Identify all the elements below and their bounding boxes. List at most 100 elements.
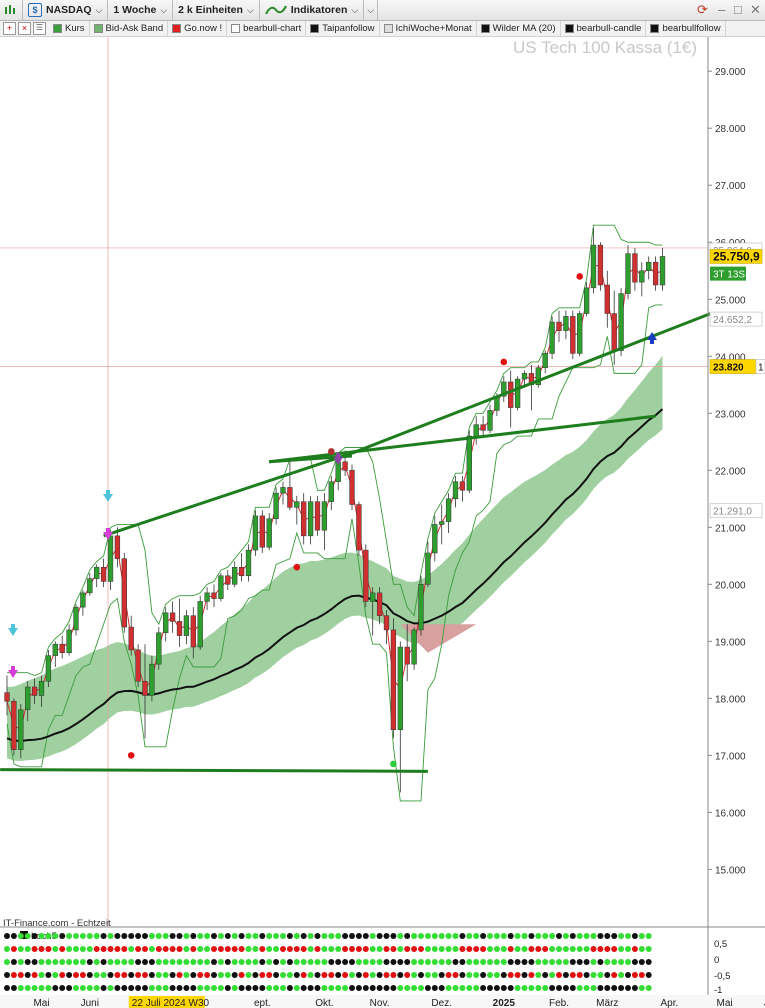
settings-icon[interactable]: ☰ <box>33 22 46 35</box>
close-icon[interactable]: ✕ <box>750 2 761 17</box>
signal-dot <box>273 959 280 965</box>
signal-dot <box>204 972 211 978</box>
legend-label: Wilder MA (20) <box>492 23 556 34</box>
candle-body <box>445 498 452 522</box>
signal-dot <box>252 946 259 952</box>
signal-dot <box>424 959 431 965</box>
signal-dot <box>611 946 618 952</box>
symbol-selector[interactable]: $ NASDAQ ⌵ <box>23 0 109 20</box>
signal-dot <box>197 985 204 991</box>
legend-label: bearbull-candle <box>576 23 642 34</box>
signal-dot <box>321 946 328 952</box>
signal-dot <box>369 933 376 939</box>
signal-dot <box>549 972 556 978</box>
signal-dot <box>576 972 583 978</box>
signal-dot <box>459 959 466 965</box>
candle-body <box>370 592 376 602</box>
signal-dot <box>562 959 569 965</box>
legend-item[interactable]: Bid-Ask Band <box>90 21 169 36</box>
legend-item[interactable]: bearbull-chart <box>227 21 307 36</box>
suffix-text: 1 <box>758 363 764 374</box>
interval-selector[interactable]: 1 Woche ⌵ <box>108 0 174 20</box>
remove-indicator-icon[interactable]: × <box>18 22 31 35</box>
legend-item[interactable]: Wilder MA (20) <box>477 21 561 36</box>
signal-dot <box>466 972 473 978</box>
candle-body <box>245 549 252 577</box>
signal-dot <box>293 959 300 965</box>
signal-dot <box>355 933 362 939</box>
signal-dot <box>493 985 500 991</box>
signal-dot <box>286 959 293 965</box>
legend-item[interactable]: Go.now ! <box>168 21 228 36</box>
purple-arrow-icon <box>333 452 344 465</box>
signal-dot <box>17 946 24 952</box>
signal-dot <box>183 972 190 978</box>
signal-dot <box>493 946 500 952</box>
candle-body <box>156 632 162 665</box>
signal-dot <box>211 933 217 939</box>
signal-dot <box>211 959 217 965</box>
signal-dot <box>79 959 86 965</box>
extra-dropdown[interactable]: ⌵ <box>364 0 379 20</box>
candle-body <box>307 501 314 537</box>
signal-dot <box>480 933 487 939</box>
signal-dot <box>142 985 148 991</box>
x-axis-label-text: ept. <box>254 998 271 1008</box>
signal-dot <box>45 972 52 978</box>
signal-dot <box>86 972 93 978</box>
signal-dot <box>162 959 169 965</box>
legend-item[interactable]: Kurs <box>49 21 90 36</box>
signal-dot <box>183 985 190 991</box>
signal-dot <box>383 985 390 991</box>
signal-dot <box>31 972 38 978</box>
minimize-icon[interactable]: – <box>718 2 726 17</box>
legend-item[interactable]: bearbullfollow <box>646 21 726 36</box>
candle-body <box>583 287 590 314</box>
candle-body <box>659 256 666 286</box>
signal-dot <box>224 959 231 965</box>
signal-dot <box>148 959 155 965</box>
candle-body <box>314 501 321 531</box>
legend-item[interactable]: bearbull-candle <box>561 21 647 36</box>
candle-body <box>11 700 17 750</box>
signal-dot <box>376 946 383 952</box>
signal-dot <box>45 933 52 939</box>
candle-body <box>611 313 617 351</box>
signal-dot <box>114 985 121 991</box>
legend-label: Kurs <box>65 23 85 34</box>
candle-body <box>4 692 10 702</box>
y-tick-label: 22.000 <box>715 466 746 477</box>
chart-type-icon[interactable] <box>0 0 23 20</box>
candle-body <box>480 424 486 431</box>
signal-dot <box>128 946 135 952</box>
legend-item[interactable]: IchiWoche+Monat <box>380 21 477 36</box>
signal-dot <box>459 985 466 991</box>
signal-dot <box>438 985 445 991</box>
signal-dot <box>383 933 390 939</box>
signal-dot <box>59 972 66 978</box>
legend-item[interactable]: Taipanfollow <box>306 21 380 36</box>
signal-dot <box>183 959 190 965</box>
signal-dot <box>266 946 273 952</box>
signal-dot <box>645 959 652 965</box>
price-chart[interactable]: US Tech 100 Kassa (1€) 29.000 28.000 27.00… <box>0 37 765 1008</box>
signal-dot <box>549 946 556 952</box>
candle-body <box>652 261 659 286</box>
signal-dot <box>45 985 52 991</box>
signal-dot <box>473 933 480 939</box>
signal-dot <box>128 959 135 965</box>
legend-swatch <box>172 24 182 33</box>
add-indicator-icon[interactable]: + <box>3 22 16 35</box>
refresh-icon[interactable]: ⟳ <box>697 2 708 17</box>
indicators-button[interactable]: Indikatoren ⌵ <box>260 0 365 20</box>
signal-dot <box>438 946 445 952</box>
signal-dot <box>411 972 418 978</box>
signal-dot <box>445 985 452 991</box>
signal-dot <box>424 985 431 991</box>
signal-dot <box>93 985 100 991</box>
units-selector[interactable]: 2 k Einheiten ⌵ <box>173 0 260 20</box>
maximize-icon[interactable]: □ <box>734 2 742 17</box>
signal-dot <box>362 972 369 978</box>
candle-body <box>390 629 397 730</box>
price-label-suffix: 1 <box>755 359 765 374</box>
